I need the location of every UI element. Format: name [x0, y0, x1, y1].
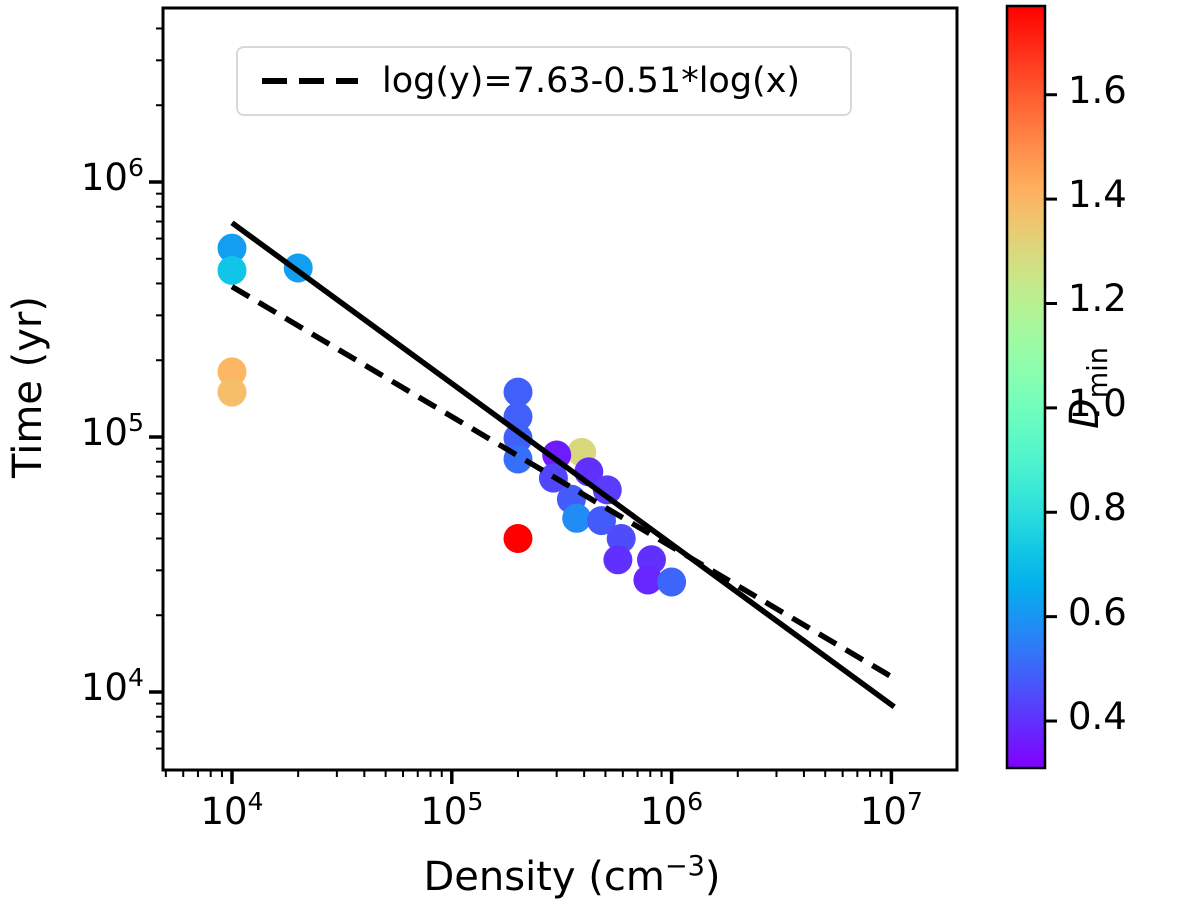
- scatter-point: [217, 255, 247, 285]
- colorbar-tick-label: 1.4: [1068, 173, 1127, 217]
- scatter-point: [633, 565, 663, 595]
- scatter-point: [217, 377, 247, 407]
- x-axis-title: Density (cm−3): [362, 851, 782, 900]
- x-tick-label: 106: [640, 787, 704, 833]
- colorbar-tick-label: 1.2: [1068, 277, 1127, 321]
- colorbar-tick-label: 0.8: [1068, 486, 1127, 530]
- y-axis-title: Time (yr): [5, 296, 51, 478]
- x-axis-title-text: Density (cm: [423, 854, 665, 900]
- legend-label: log(y)=7.63-0.51*log(x): [382, 61, 801, 101]
- y-tick-label: 106: [80, 153, 144, 199]
- x-tick-label: 105: [420, 787, 484, 833]
- x-axis-title-exponent: −3: [664, 851, 705, 883]
- scatter-point: [503, 524, 533, 553]
- scatter-point: [587, 506, 616, 536]
- scatter-point: [217, 357, 247, 387]
- scatter-point: [592, 475, 622, 505]
- x-tick-label: 104: [200, 787, 264, 833]
- x-tick-label: 107: [859, 787, 923, 833]
- scatter-point: [503, 423, 533, 453]
- scatter-point: [217, 233, 247, 263]
- y-tick-label: 105: [80, 408, 144, 454]
- colorbar-tick-label: 1.0: [1068, 381, 1127, 425]
- scatter-point: [562, 503, 592, 533]
- colorbar-tick-label: 0.6: [1068, 590, 1127, 634]
- solid-fit-line: [230, 220, 896, 710]
- scatter-point: [606, 524, 636, 553]
- colorbar-tick-label: 0.4: [1068, 695, 1127, 739]
- dashed-fit-line: [230, 284, 893, 680]
- scatter-point: [603, 545, 633, 575]
- colorbar-tick-label: 1.6: [1068, 68, 1127, 112]
- scatter-point: [503, 377, 533, 407]
- y-tick-label: 104: [80, 663, 144, 709]
- scatter-point: [657, 567, 687, 597]
- legend: log(y)=7.63-0.51*log(x): [236, 46, 852, 116]
- colorbar: [1005, 4, 1047, 770]
- plot-frame: [161, 6, 959, 772]
- x-axis-title-close: ): [704, 854, 721, 900]
- dashed-line-legend-sample: [262, 78, 358, 84]
